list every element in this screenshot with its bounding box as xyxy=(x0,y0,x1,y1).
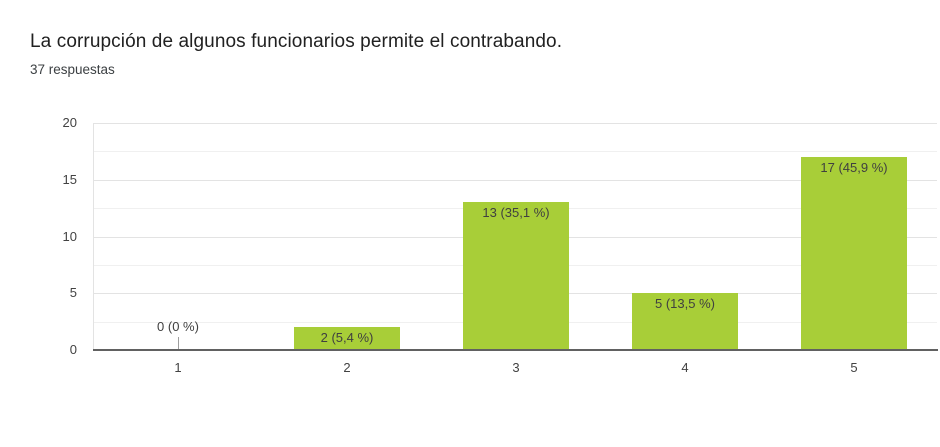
x-axis-label: 5 xyxy=(850,360,858,375)
bar-value-label: 2 (5,4 %) xyxy=(320,330,374,345)
zero-value-stem xyxy=(178,337,179,349)
bar-4 xyxy=(632,293,738,350)
bar-5 xyxy=(801,157,907,350)
y-axis-line xyxy=(93,123,94,350)
bar-value-label: 13 (35,1 %) xyxy=(482,205,550,220)
responses-count: 37 respuestas xyxy=(30,62,115,77)
gridline-minor xyxy=(93,151,937,152)
x-axis-label: 4 xyxy=(681,360,689,375)
y-axis-label: 20 xyxy=(62,115,77,130)
x-axis-label: 1 xyxy=(174,360,182,375)
bar-3 xyxy=(463,202,569,350)
bar-2 xyxy=(294,327,400,350)
gridline-major xyxy=(93,123,937,124)
bar-value-label: 5 (13,5 %) xyxy=(655,296,715,311)
y-axis-label: 15 xyxy=(62,172,77,187)
gridline-major xyxy=(93,180,937,181)
question-title: La corrupción de algunos funcionarios pe… xyxy=(30,31,563,52)
x-axis-label: 3 xyxy=(512,360,520,375)
bar-value-label: 0 (0 %) xyxy=(157,319,199,334)
y-axis-label: 10 xyxy=(62,229,77,244)
x-axis-line xyxy=(93,349,938,351)
x-axis-label: 2 xyxy=(343,360,351,375)
y-axis-label: 5 xyxy=(69,285,77,300)
bar-value-label: 17 (45,9 %) xyxy=(820,160,888,175)
y-axis-label: 0 xyxy=(69,342,77,357)
